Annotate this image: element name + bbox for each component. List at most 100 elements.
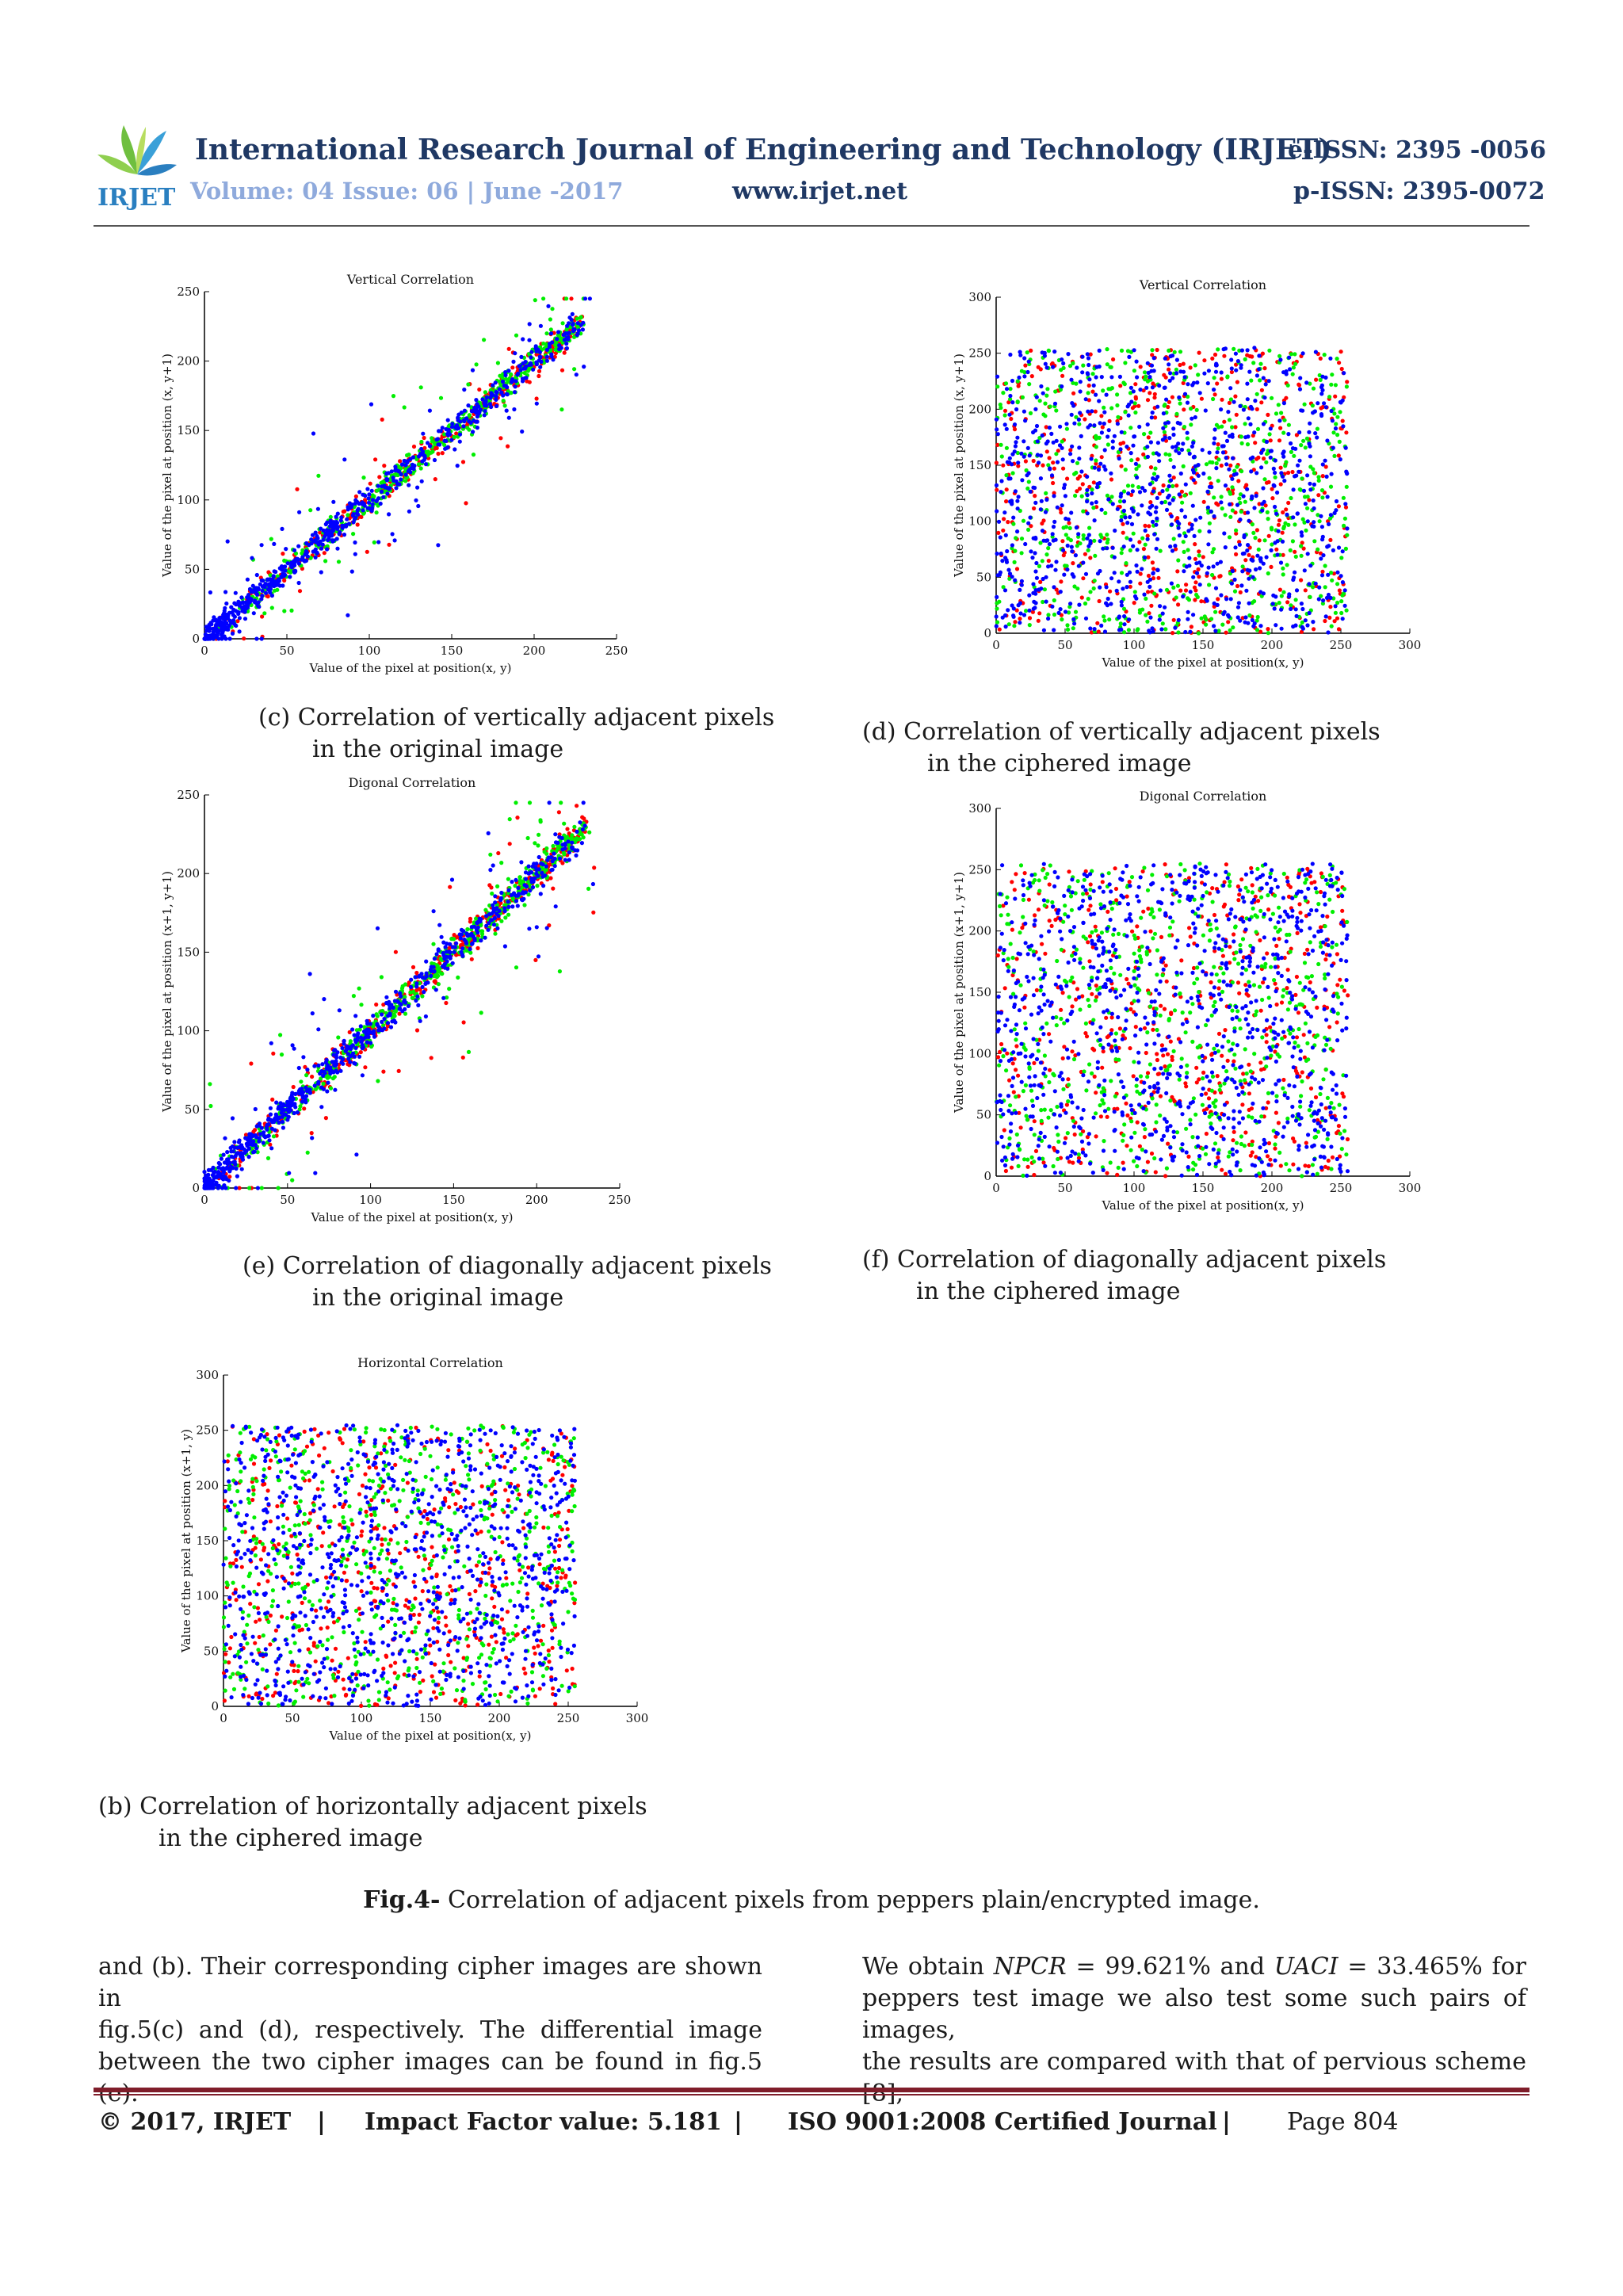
scatter-point	[995, 509, 999, 514]
scatter-point	[315, 551, 319, 556]
scatter-point	[1335, 570, 1340, 575]
scatter-point	[321, 1073, 326, 1078]
scatter-point	[1228, 628, 1232, 632]
scatter-point	[1083, 552, 1087, 556]
scatter-point	[1340, 549, 1345, 554]
scatter-point	[552, 851, 556, 856]
scatter-point	[564, 335, 569, 340]
scatter-point	[1212, 376, 1216, 380]
scatter-point	[1242, 551, 1247, 556]
scatter-point	[1281, 510, 1285, 515]
scatter-point	[1085, 487, 1090, 492]
scatter-point	[1235, 359, 1240, 364]
scatter-point	[462, 408, 467, 413]
scatter-point	[338, 518, 343, 523]
scatter-point	[1212, 392, 1217, 397]
scatter-point	[587, 830, 592, 835]
scatter-point	[1243, 558, 1248, 563]
scatter-point	[1066, 536, 1071, 541]
scatter-point	[1148, 465, 1154, 470]
scatter-point	[1171, 585, 1176, 590]
scatter-point	[1259, 450, 1264, 455]
scatter-point	[1320, 495, 1325, 500]
scatter-point	[456, 975, 460, 980]
scatter-point	[254, 1135, 259, 1140]
website-link[interactable]: www.irjet.net	[732, 178, 908, 205]
scatter-point	[224, 1166, 229, 1171]
scatter-point	[1067, 605, 1072, 609]
scatter-point	[280, 526, 285, 531]
scatter-point	[1229, 357, 1234, 362]
scatter-point	[1294, 433, 1299, 437]
scatter-point	[447, 987, 452, 991]
scatter-point	[1070, 444, 1075, 449]
scatter-point	[1058, 506, 1063, 512]
scatter-point	[1060, 457, 1065, 462]
scatter-point	[1230, 485, 1235, 490]
scatter-point	[1270, 395, 1274, 400]
scatter-point	[1186, 598, 1192, 602]
scatter-point	[533, 957, 538, 962]
volume-issue: Volume: 04 Issue: 06 | June -2017	[190, 178, 624, 204]
scatter-point	[262, 611, 267, 616]
scatter-point	[397, 1011, 402, 1016]
scatter-point	[250, 588, 254, 593]
scatter-point	[1004, 445, 1009, 450]
scatter-point	[998, 402, 1002, 407]
scatter-point	[1345, 380, 1350, 384]
scatter-point	[1232, 399, 1236, 404]
scatter-point	[1081, 533, 1086, 538]
scatter-point	[1338, 574, 1343, 579]
scatter-point	[999, 551, 1003, 556]
scatter-point	[380, 1012, 384, 1017]
scatter-point	[297, 510, 302, 514]
scatter-point	[1214, 501, 1219, 506]
scatter-point	[1003, 381, 1009, 386]
scatter-point	[1118, 621, 1123, 626]
scatter-point	[1166, 420, 1170, 425]
scatter-point	[268, 1106, 273, 1110]
scatter-point	[1278, 482, 1283, 487]
scatter-point	[1117, 456, 1121, 461]
scatter-point	[1015, 435, 1020, 440]
scatter-point	[1102, 629, 1108, 634]
scatter-point	[1046, 616, 1051, 621]
scatter-point	[1022, 439, 1026, 444]
header-divider	[94, 225, 1529, 227]
scatter-point	[1246, 621, 1251, 625]
scatter-point	[1216, 446, 1220, 451]
scatter-point	[442, 442, 447, 447]
scatter-point	[1210, 550, 1215, 555]
scatter-point	[1319, 573, 1325, 578]
scatter-point	[1119, 348, 1125, 353]
scatter-point	[1167, 453, 1172, 457]
scatter-point	[1075, 489, 1079, 494]
scatter-point	[1170, 483, 1175, 488]
scatter-point	[1108, 365, 1113, 369]
scatter-point	[1129, 492, 1134, 497]
scatter-point	[452, 434, 456, 440]
scatter-point	[1080, 482, 1085, 487]
scatter-point	[342, 533, 347, 537]
scatter-point	[1157, 491, 1162, 496]
scatter-point	[1218, 560, 1223, 564]
scatter-point	[581, 800, 586, 805]
scatter-point	[567, 315, 572, 320]
scatter-point	[398, 459, 403, 464]
scatter-point	[250, 583, 255, 588]
scatter-point	[1031, 458, 1036, 464]
scatter-point	[1327, 395, 1332, 399]
scatter-point	[1117, 615, 1121, 620]
scatter-point	[351, 994, 356, 999]
scatter-point	[1022, 374, 1027, 379]
scatter-point	[1067, 364, 1073, 369]
scatter-point	[242, 617, 248, 621]
scatter-point	[1002, 422, 1007, 427]
scatter-point	[277, 1120, 281, 1125]
scatter-point	[251, 611, 256, 616]
scatter-point	[1039, 499, 1044, 503]
scatter-point	[1099, 414, 1104, 418]
scatter-point	[1126, 402, 1132, 407]
scatter-point	[227, 623, 231, 628]
